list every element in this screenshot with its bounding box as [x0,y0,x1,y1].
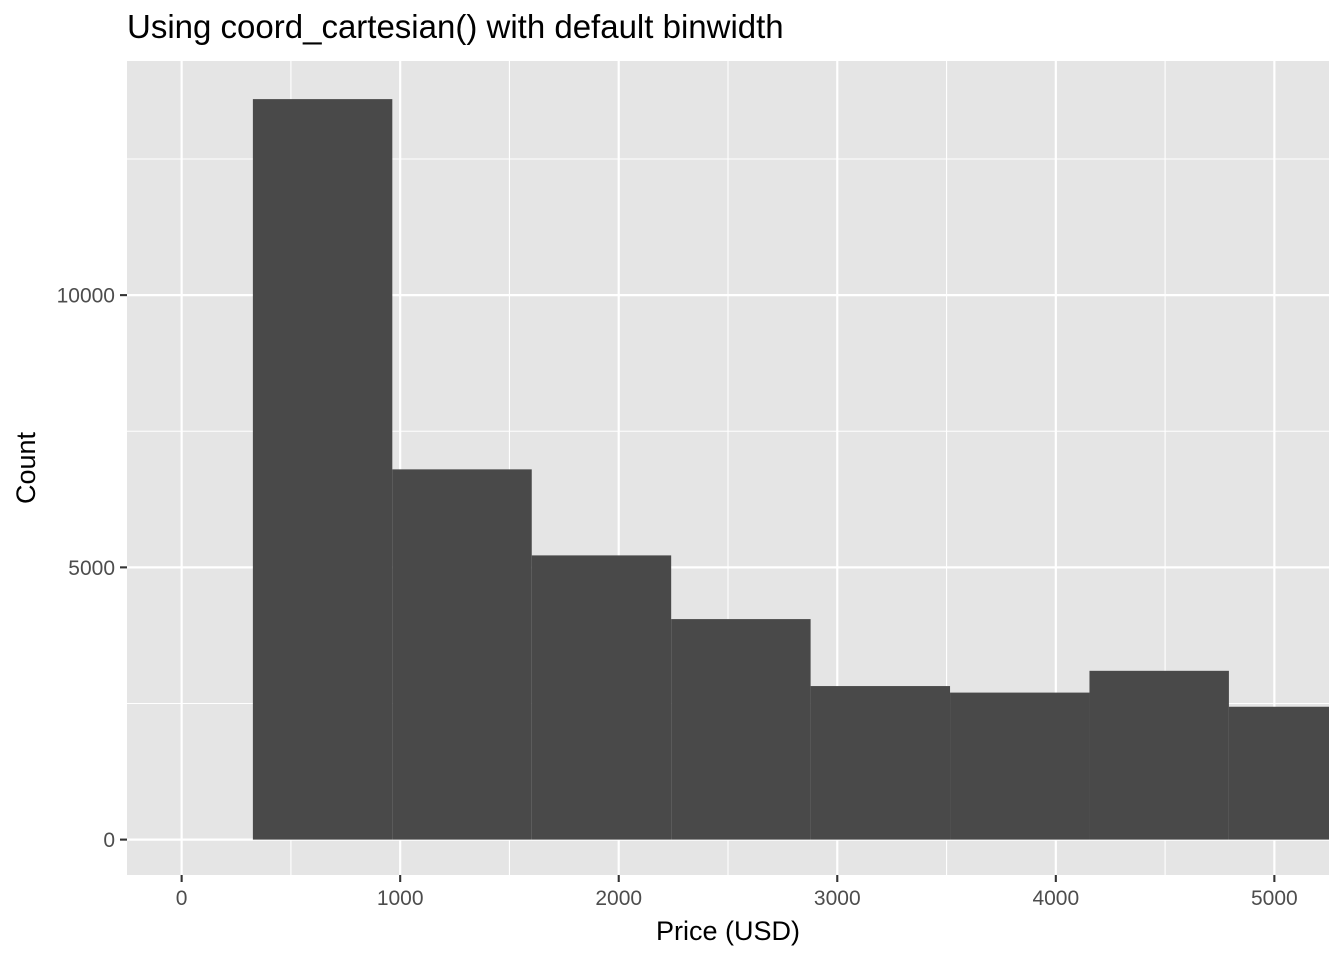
histogram-bar [1228,706,1329,840]
x-tick-label: 1000 [377,887,424,910]
chart-title: Using coord_cartesian() with default bin… [127,8,784,45]
x-tick-label: 0 [176,887,188,910]
histogram-bar [810,686,951,840]
histogram-bar [1089,670,1229,840]
x-tick-label: 2000 [595,887,642,910]
histogram-bar [950,692,1090,840]
histogram-bar [531,555,672,840]
histogram-bar [392,469,532,840]
x-tick-label: 5000 [1251,887,1298,910]
histogram-bar [671,619,811,840]
x-tick-label: 4000 [1032,887,1079,910]
y-tick-label: 5000 [68,557,115,580]
histogram-bars [252,99,1329,840]
y-tick-label: 0 [103,829,115,852]
x-axis-title: Price (USD) [656,916,800,946]
histogram-bar [252,99,393,840]
x-tick-label: 3000 [814,887,861,910]
y-axis-title: Count [11,431,41,504]
y-tick-label: 10000 [57,285,115,308]
